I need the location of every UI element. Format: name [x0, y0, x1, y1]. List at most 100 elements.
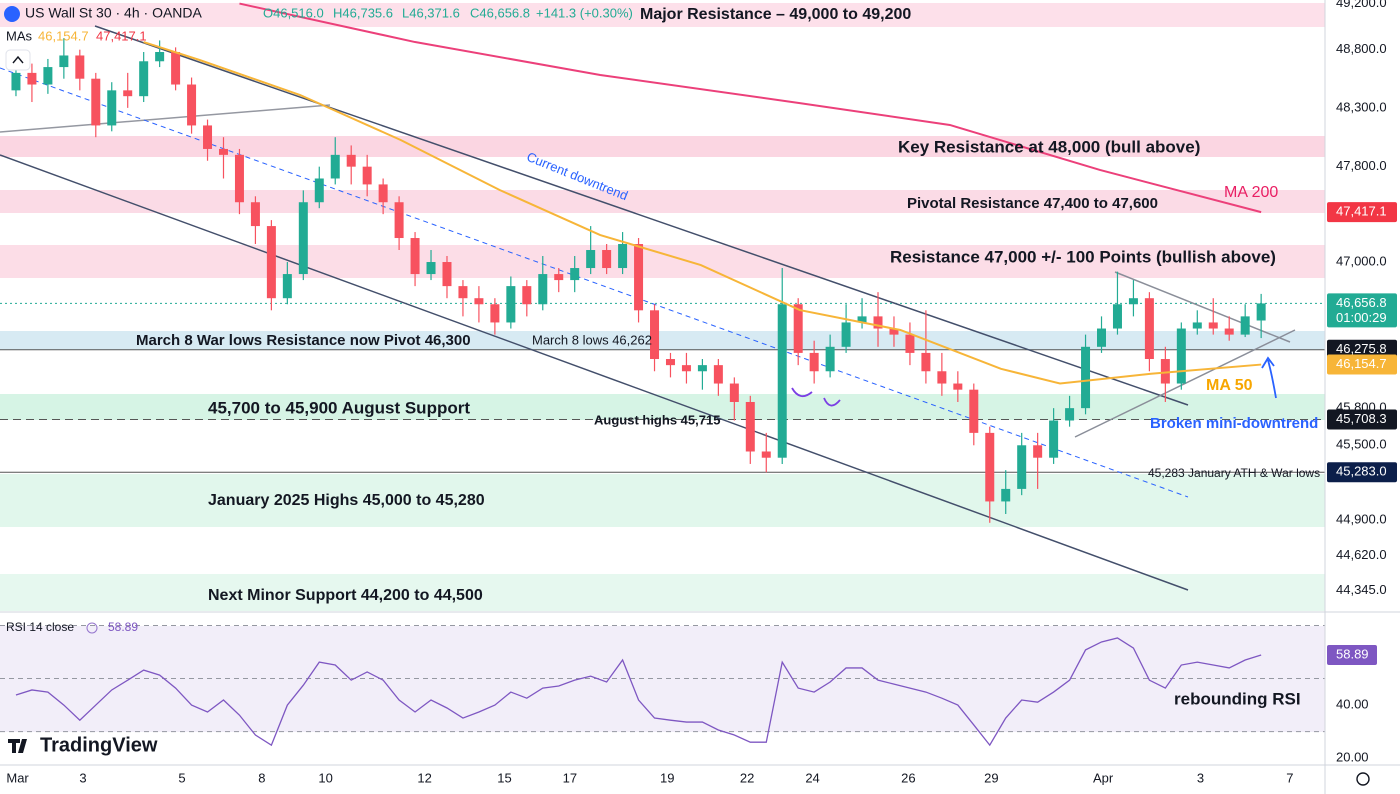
price-label-bg: [1327, 462, 1397, 483]
candle-body: [1192, 322, 1202, 329]
price-label-bg: [1327, 293, 1397, 328]
candle-body: [1081, 346, 1091, 409]
plot: [11, 2, 1266, 747]
candle-body: [1033, 445, 1043, 458]
annotation: January 2025 Highs 45,000 to 45,280: [208, 492, 485, 509]
annotation: Next Minor Support 44,200 to 44,500: [208, 587, 483, 604]
candle-body: [442, 262, 452, 287]
x-tick-label: Mar: [6, 770, 29, 785]
candle-body: [825, 346, 835, 372]
price-label: 45,283.0: [1336, 464, 1387, 479]
candle-body: [1256, 303, 1266, 321]
candle-body: [809, 352, 819, 372]
candle-body: [282, 274, 292, 299]
rsi-legend-value: 58.89: [108, 620, 138, 634]
candle-body: [729, 383, 739, 402]
x-tick-label: 7: [1286, 770, 1293, 785]
candle-body: [618, 244, 628, 269]
resistance-zone: [0, 3, 1325, 27]
resistance-zone: [0, 190, 1325, 213]
annotation: Resistance 47,000 +/- 100 Points (bullis…: [890, 247, 1276, 266]
candle-body: [697, 365, 707, 372]
y-tick-label: 48,300.0: [1336, 99, 1387, 114]
tv-logo-icon: [8, 739, 27, 753]
price-label: 46,154.7: [1336, 356, 1387, 371]
candle-body: [187, 84, 197, 126]
collapse-button[interactable]: [5, 49, 31, 71]
candle-body: [969, 389, 979, 433]
moving-average: [143, 41, 1262, 385]
candle-body: [139, 61, 149, 97]
annotation: 45,700 to 45,900 August Support: [208, 398, 470, 417]
price-label: 46,656.8: [1336, 295, 1387, 310]
price-label-bg: [1327, 409, 1397, 430]
candle-body: [266, 226, 276, 299]
pivot-zone: [0, 331, 1325, 350]
candle-body: [91, 78, 101, 126]
tv-logo: TradingView: [40, 734, 158, 756]
candle-body: [1160, 359, 1170, 384]
candle-body: [59, 55, 69, 68]
x-tick-label: 10: [318, 770, 332, 785]
collapse-icon: [12, 55, 24, 64]
header: US Wall St 30 · 4h · OANDA O46,516.0 H46…: [4, 5, 1370, 786]
support-zone: [0, 574, 1325, 611]
countdown: 01:00:29: [1336, 310, 1387, 325]
candle-body: [602, 250, 612, 269]
candle-body: [458, 286, 468, 299]
price-label: 47,417.1: [1336, 204, 1387, 219]
ohlc-close: C46,656.8: [470, 5, 530, 20]
candle-body: [538, 274, 548, 305]
resistance-zone: [0, 245, 1325, 278]
candle-body: [11, 72, 21, 91]
price-axis: [1325, 0, 1400, 794]
candle-body: [218, 148, 228, 155]
candle-body: [234, 154, 244, 203]
candle-body: [298, 202, 308, 275]
zones: [0, 3, 1325, 732]
annotation: rebounding RSI: [1174, 689, 1301, 708]
arrow: [1261, 356, 1277, 399]
rsi-line: [15, 637, 1262, 747]
candle-body: [1001, 488, 1011, 502]
rsi-price-label: 58.89: [1336, 646, 1369, 661]
support-zone: [0, 474, 1325, 527]
candle-body: [123, 90, 133, 97]
candle-body: [1065, 408, 1075, 421]
candle-body: [793, 304, 803, 353]
price-label: 46,275.8: [1336, 341, 1387, 356]
candle-body: [394, 202, 404, 239]
x-tick-label: 29: [984, 770, 998, 785]
annotation: August highs 45,715: [594, 412, 720, 427]
candle-body: [27, 72, 37, 85]
annotation: Broken mini-downtrend: [1150, 415, 1318, 432]
annotation: Pivotal Resistance 47,400 to 47,600: [907, 195, 1158, 212]
ohlc-change: +141.3 (+0.30%): [536, 5, 633, 20]
candle-body: [378, 184, 388, 203]
candle-body: [665, 359, 675, 366]
ohlc-low: L46,371.6: [402, 5, 460, 20]
candle-body: [586, 250, 596, 269]
candle-body: [841, 322, 851, 347]
y-tick-label: 47,000.0: [1336, 253, 1387, 268]
moving-average: [239, 2, 1262, 214]
x-tick-label: 12: [417, 770, 431, 785]
annotation: Key Resistance at 48,000 (bull above): [898, 137, 1200, 156]
ohlc-open: O46,516.0: [263, 5, 324, 20]
candle-body: [362, 166, 372, 185]
settings-button[interactable]: [1356, 772, 1370, 786]
annotation: MA 200: [1224, 184, 1278, 201]
rsi-legend: RSI 14 close: [6, 620, 74, 634]
candle-body: [905, 334, 915, 353]
y-tick-label: 44,620.0: [1336, 547, 1387, 562]
candle-body: [937, 371, 947, 384]
candle-body: [1017, 445, 1027, 489]
candle-body: [155, 51, 165, 62]
x-tick-label: 24: [805, 770, 819, 785]
candle-body: [490, 304, 500, 323]
x-tick-label: 15: [497, 770, 511, 785]
candle-body: [43, 67, 53, 85]
candle-body: [713, 365, 723, 384]
